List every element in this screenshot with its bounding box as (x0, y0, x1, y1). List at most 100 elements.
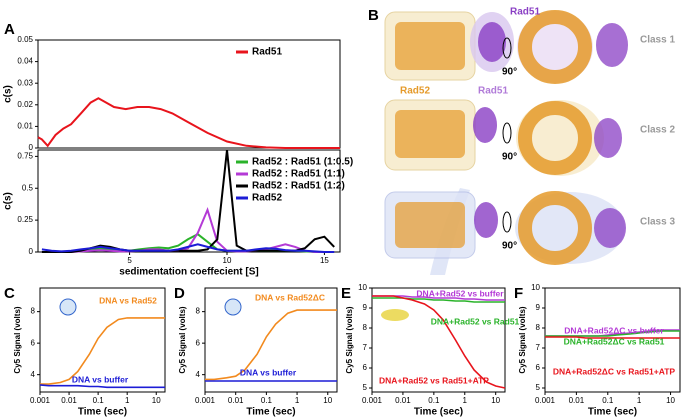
panel-label: F (514, 285, 523, 302)
panel-label: D (174, 285, 185, 302)
x-tick-label: 0.001 (30, 396, 51, 405)
class-label: Class 3 (640, 217, 675, 228)
assay-icons (59, 298, 409, 321)
y-tick-label: 0.05 (17, 35, 33, 44)
y-axis-title: Cy5 Signal (volts) (178, 306, 187, 373)
y-tick-label: 4 (196, 370, 201, 379)
rad52-ring-side (395, 22, 465, 70)
panel-b-structures: B Rad51 Rad52 Rad51 90° 90° 90° Class 1 … (368, 7, 675, 275)
y-tick-label: 5 (363, 383, 368, 392)
class-label: Class 2 (640, 125, 675, 136)
series-line (41, 206, 335, 253)
y-tick-label: 6 (363, 363, 368, 372)
y-tick-label: 0.04 (17, 57, 33, 66)
series-label: DNA+Rad52ΔC vs Rad51+ATP (553, 366, 675, 376)
y-axis-title: c(s) (3, 85, 14, 103)
x-tick-label: 15 (320, 256, 329, 265)
x-tick-label: 5 (127, 256, 132, 265)
rotation-arrow (502, 37, 512, 59)
series-line (40, 317, 165, 385)
x-tick-label: 0.1 (602, 396, 614, 405)
y-tick-label: 7 (536, 343, 541, 352)
y-tick-label: 9 (536, 303, 541, 312)
series-label: DNA+Rad52 vs Rad51+ATP (379, 375, 489, 385)
series-label: DNA vs buffer (240, 367, 297, 377)
legend-label: Rad52 : Rad51 (1:0.5) (252, 157, 353, 168)
panel-label: C (4, 285, 15, 302)
x-tick-label: 10 (323, 396, 332, 405)
rotation-label: 90° (502, 241, 517, 252)
series-line (37, 97, 340, 149)
series-line (39, 384, 165, 389)
x-axis-title: Time (sec) (588, 407, 637, 417)
series-label: DNA+Rad52 vs buffer (416, 288, 504, 298)
x-tick-label: 10 (223, 256, 232, 265)
plot-frame (371, 287, 506, 393)
plot-frame (204, 287, 338, 393)
rad51-model (594, 118, 622, 158)
y-tick-label: 0.5 (22, 183, 34, 192)
legend-label: Rad52 : Rad51 (1:1) (252, 169, 345, 180)
legend-label: Rad52 (252, 193, 282, 204)
x-axis-title: sedimentation coeffecient [S] (119, 267, 258, 278)
x-tick-label: 0.001 (535, 396, 556, 405)
y-tick-label: 8 (363, 323, 368, 332)
x-tick-label: 10 (666, 396, 675, 405)
rad51-model (596, 23, 628, 67)
rotation-arrow (502, 211, 512, 233)
y-tick-label: 6 (536, 363, 541, 372)
x-axis-title: Time (sec) (414, 407, 463, 417)
rad52-ring-side (395, 202, 465, 248)
x-axis-title: Time (sec) (78, 407, 127, 417)
x-tick-label: 0.1 (93, 396, 105, 405)
y-tick-label: 0 (29, 247, 34, 256)
x-tick-label: 0.1 (261, 396, 273, 405)
series-label: DNA+Rad52ΔC vs Rad51 (564, 336, 665, 346)
rad52-ring-top (518, 10, 592, 84)
series-line (545, 336, 680, 339)
series-label: DNA+Rad52ΔC vs buffer (564, 325, 664, 335)
plot-frame (39, 287, 166, 393)
legend-label: Rad52 : Rad51 (1:2) (252, 181, 345, 192)
y-tick-label: 4 (31, 370, 36, 379)
x-tick-label: 0.01 (569, 396, 585, 405)
y-tick-label: 9 (363, 303, 368, 312)
x-tick-label: 0.001 (362, 396, 383, 405)
rad52-ring-top (518, 191, 592, 265)
series-line (372, 297, 505, 303)
rotation-arrow (502, 122, 512, 144)
series-line (205, 309, 337, 381)
series-label: DNA+Rad52 vs Rad51 (431, 316, 520, 326)
y-tick-label: 0.75 (17, 151, 33, 160)
x-axis-title: Time (sec) (246, 407, 295, 417)
class-label: Class 1 (640, 35, 675, 46)
rad51-model (474, 202, 498, 238)
y-axis-title: Cy5 Signal (volts) (345, 306, 354, 373)
density-map (515, 192, 625, 264)
protein-label: Rad51 (478, 86, 508, 97)
y-tick-label: 8 (31, 307, 36, 316)
rotation-label: 90° (502, 152, 517, 163)
protein-label: Rad51 (510, 7, 540, 18)
rad51-model (473, 107, 497, 143)
y-tick-label: 0.01 (17, 122, 33, 131)
panel-label: B (368, 7, 379, 24)
plot-frame (37, 149, 341, 253)
assay-icon (381, 309, 409, 321)
y-axis-title: c(s) (3, 192, 14, 210)
rad52-ring-side (395, 110, 465, 158)
assay-icon (59, 298, 77, 316)
y-axis-title: Cy5 Signal (volts) (518, 306, 527, 373)
x-tick-label: 1 (125, 396, 130, 405)
series-line (372, 295, 506, 389)
y-tick-label: 7 (363, 343, 368, 352)
series-label: DNA vs Rad52 (99, 295, 157, 305)
plot-frame (37, 39, 341, 149)
y-tick-label: 6 (196, 338, 201, 347)
y-tick-label: 8 (196, 307, 201, 316)
x-tick-label: 10 (491, 396, 500, 405)
legend-label: Rad51 (252, 47, 282, 58)
series-label: DNA vs Rad52ΔC (255, 292, 325, 302)
x-tick-label: 0.01 (395, 396, 411, 405)
x-tick-label: 1 (295, 396, 300, 405)
